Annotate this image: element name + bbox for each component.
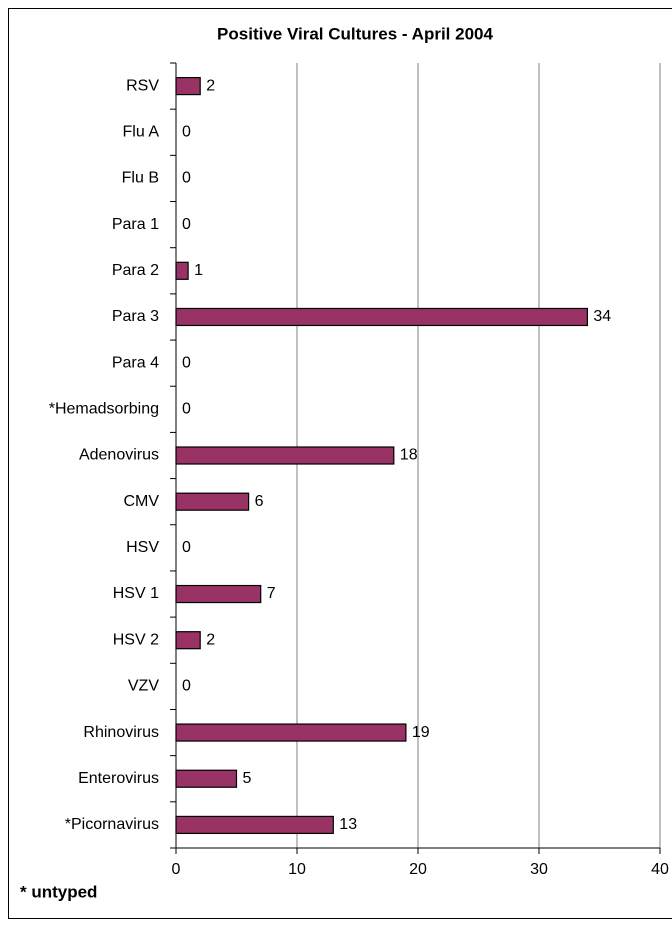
data-label: 0 [182,678,191,695]
data-label: 34 [593,308,611,325]
y-tick-label: HSV [126,539,159,556]
data-label: 0 [182,354,191,371]
y-tick-label: RSV [126,77,159,94]
data-label: 0 [182,539,191,556]
data-label: 0 [182,216,191,233]
data-label: 2 [206,77,215,94]
data-label: 13 [339,816,357,833]
bar [175,723,407,742]
y-tick-label: Adenovirus [79,447,159,464]
y-tick-label: Para 1 [112,216,159,233]
y-tick-label: Para 2 [112,262,159,279]
y-tick-label: CMV [123,493,159,510]
x-tick-label: 30 [530,861,548,878]
y-tick-label: HSV 1 [113,585,159,602]
y-tick-label: Flu B [122,170,159,187]
bar [175,492,250,511]
data-label: 1 [194,262,203,279]
data-label: 19 [412,724,430,741]
data-label: 6 [255,493,264,510]
y-tick-label: *Picornavirus [65,816,159,833]
data-label: 5 [243,770,252,787]
data-label: 18 [400,447,418,464]
y-tick-label: Enterovirus [78,770,159,787]
bar [175,584,262,604]
bar [175,76,201,96]
bar [175,446,395,465]
data-label: 0 [182,170,191,187]
chart-title: Positive Viral Cultures - April 2004 [217,24,493,43]
y-tick-label: VZV [128,678,159,695]
x-tick-label: 0 [172,861,181,878]
bar [175,769,238,788]
x-tick-label: 10 [288,861,306,878]
y-tick-label: Para 3 [112,308,159,325]
x-tick-label: 20 [409,861,427,878]
bar [175,307,588,327]
y-tick-label: HSV 2 [113,631,159,648]
bar [175,631,201,650]
y-tick-label: Flu A [123,123,160,140]
y-tick-label: Rhinovirus [83,724,159,741]
annotation: * untyped [20,882,97,901]
bar [175,815,334,835]
y-tick-label: *Hemadsorbing [49,401,159,418]
y-tick-label: Para 4 [112,354,159,371]
data-label: 0 [182,123,191,140]
data-label: 0 [182,401,191,418]
data-label: 7 [267,585,276,602]
x-tick-label: 40 [651,861,669,878]
bar [175,261,189,280]
data-label: 2 [206,631,215,648]
